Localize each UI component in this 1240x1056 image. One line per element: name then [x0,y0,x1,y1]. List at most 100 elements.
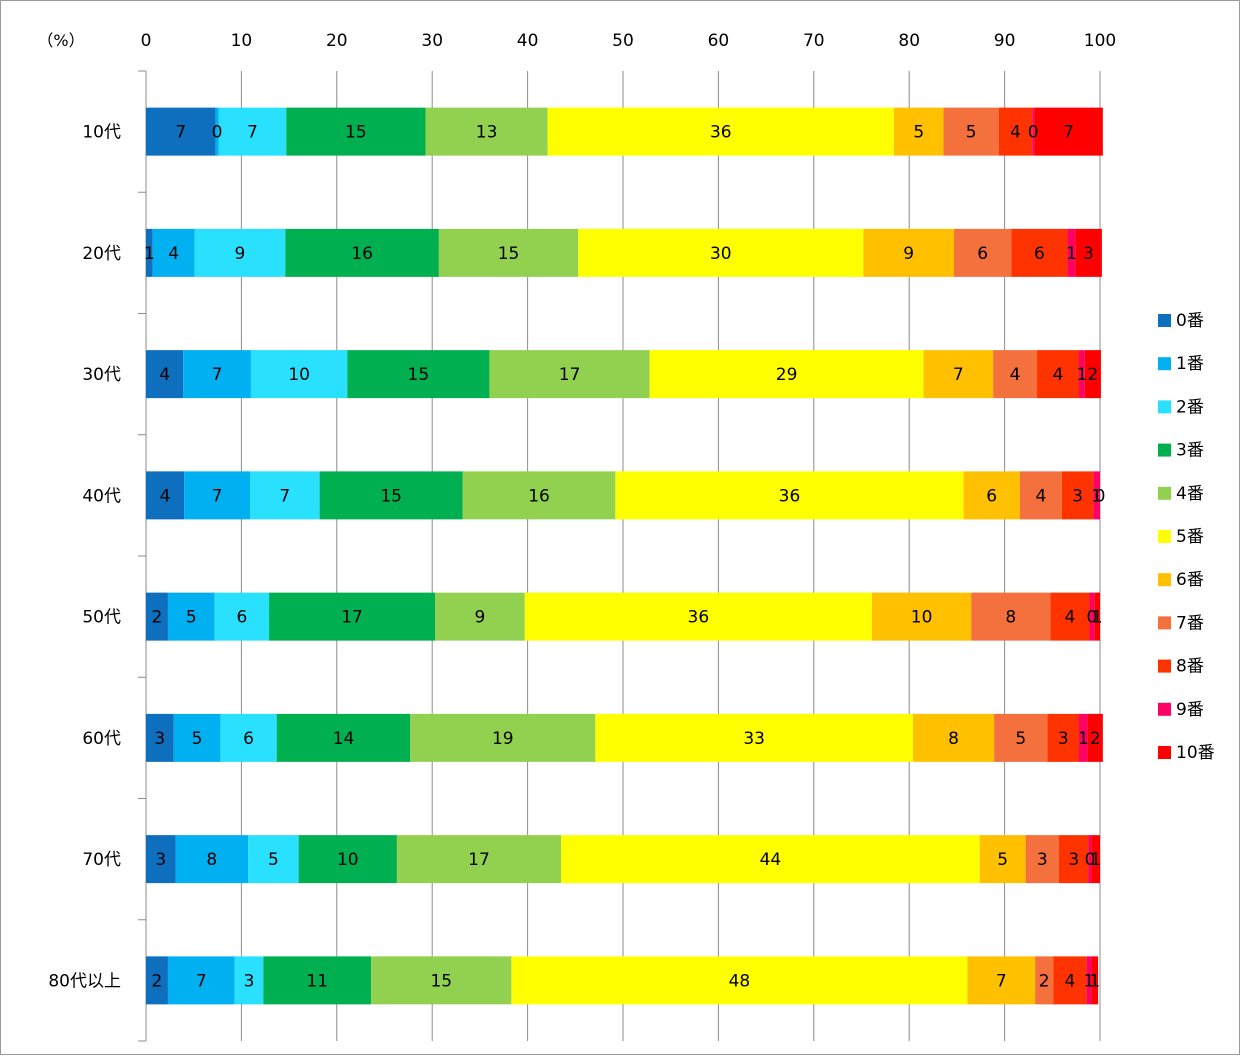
bar-segment [425,107,548,156]
bar-segment [1084,350,1101,399]
data-label: 6 [977,244,988,264]
data-label: 10 [337,850,359,870]
bar-segment [183,350,251,399]
x-tick-label: 10 [231,31,253,51]
bar-segment [146,228,153,277]
bar-segment [1086,956,1092,1005]
legend-swatch [1158,357,1171,371]
bar-segment [435,592,525,641]
data-label: 15 [430,971,452,991]
category-label: 30代 [82,365,121,385]
data-label: 2 [1090,729,1101,749]
category-label: 80代以上 [48,971,121,991]
bar-segment [560,835,980,884]
data-label: 7 [175,123,186,143]
bar-segment [249,471,320,520]
data-label: 5 [913,123,924,143]
bar-segment [146,835,176,884]
bar-segment [1088,835,1092,884]
bar-segment [1025,835,1059,884]
data-label: 1 [1090,850,1101,870]
bar-segment [1032,107,1035,156]
data-label: 14 [333,729,355,749]
bar-segment [215,107,219,156]
data-label: 7 [196,971,207,991]
bar-segment [175,835,249,884]
data-label: 17 [468,850,490,870]
data-label: 0 [1086,608,1097,628]
unit-label: （%） [37,31,84,50]
bars [146,107,1103,1005]
data-label: 7 [212,486,223,506]
legend-label: 0番 [1176,311,1204,331]
data-label: 19 [492,729,514,749]
bar-segment [863,228,955,277]
bar-segment [218,107,287,156]
bar-segment [1067,228,1076,277]
data-label: 3 [155,850,166,870]
data-label: 3 [1037,850,1048,870]
bar-segment [1037,350,1080,399]
bar-segment [954,228,1012,277]
bar-segment [146,471,185,520]
bar-segment [146,713,174,762]
data-label: 8 [1005,608,1016,628]
category-label: 20代 [82,244,121,264]
legend-label: 9番 [1176,700,1204,720]
x-tick-label: 80 [898,31,920,51]
data-label: 9 [903,244,914,264]
data-label: 5 [997,850,1008,870]
category-labels: 10代 20代 30代 40代 50代 60代 70代 80代以上 [48,123,121,992]
bar-segment [438,228,579,277]
data-label: 1 [1076,365,1087,385]
bar-segment [871,592,972,641]
bar-segment [994,713,1048,762]
category-label: 10代 [82,123,121,143]
bar-segment [1094,592,1100,641]
data-label: 5 [192,729,203,749]
data-label: 6 [1034,244,1045,264]
bar-segment [234,956,264,1005]
bar-segment [963,471,1020,520]
data-label: 7 [953,365,964,385]
legend-label: 4番 [1176,484,1204,504]
legend-label: 1番 [1176,354,1204,374]
bar-segment [1075,228,1102,277]
data-label: 3 [1058,729,1069,749]
bar-segment [146,350,184,399]
data-label: 36 [688,608,710,628]
data-label: 4 [1010,365,1021,385]
legend-label: 5番 [1176,527,1204,547]
legend: 0番 1番 2番 3番 4番 5番 6番 7番 8番 9番 10番 [1158,311,1215,763]
bar-segment [286,107,426,156]
bar-segment [462,471,616,520]
data-label: 7 [1063,123,1074,143]
bar-segment [615,471,964,520]
legend-swatch [1158,702,1171,716]
category-label: 70代 [82,850,121,870]
bar-segment [943,107,999,156]
bar-segment [547,107,894,156]
bar-segment [1061,471,1094,520]
bar-segment [1035,956,1054,1005]
bar-segment [1091,835,1100,884]
data-label: 11 [306,971,328,991]
x-tick-label: 60 [708,31,730,51]
data-label: 6 [986,486,997,506]
data-label: 8 [206,850,217,870]
data-label: 6 [236,608,247,628]
data-label: 3 [244,971,255,991]
bar-segment [269,592,436,641]
data-label: 4 [160,486,171,506]
bar-segment [1047,713,1080,762]
bar-segment [1011,228,1068,277]
bar-segment [263,956,372,1005]
data-labels: 7 0 7 15 13 36 5 5 4 0 71 4 9 16 15 30 9 6 6 1 34 7 10 15 17 29 7 4… [144,123,1105,992]
bar-segment [220,713,277,762]
legend-label: 10番 [1176,743,1215,763]
bar-segment [967,956,1036,1005]
data-label: 48 [729,971,751,991]
data-label: 15 [380,486,402,506]
data-label: 5 [966,123,977,143]
data-label: 1 [1078,729,1089,749]
